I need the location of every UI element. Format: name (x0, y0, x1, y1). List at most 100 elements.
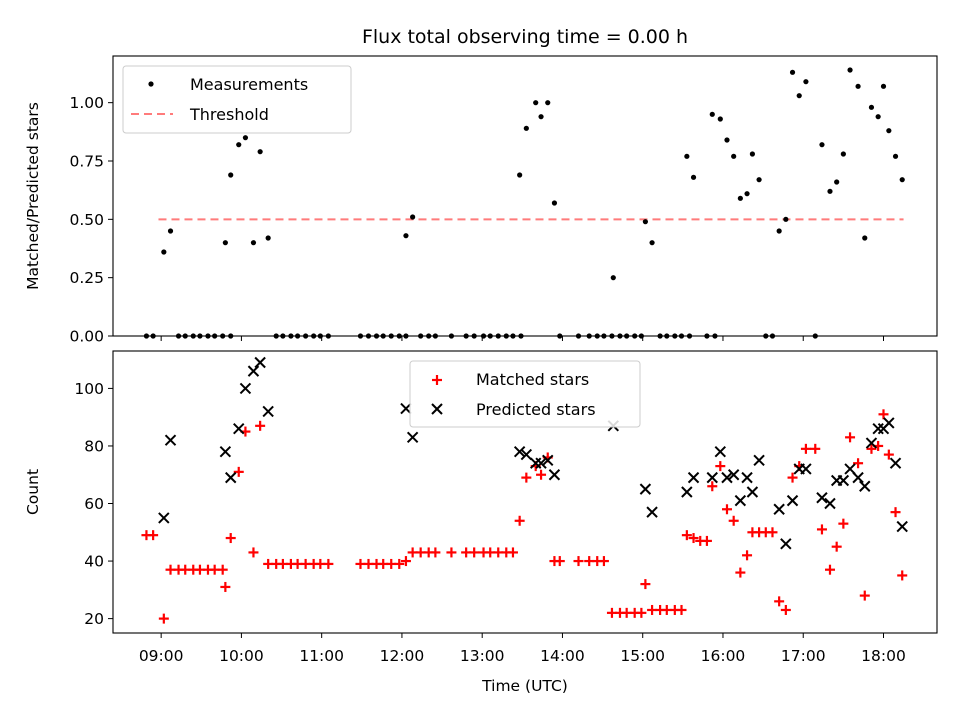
measurement-point (749, 151, 756, 157)
measurement-point (847, 67, 853, 73)
measurement-point (273, 333, 279, 339)
measurement-point (533, 100, 539, 106)
measurement-point (228, 172, 234, 178)
predicted-star-point (239, 382, 252, 395)
measurement-point (311, 333, 317, 339)
measurement-point (855, 83, 861, 89)
measurement-point (250, 240, 257, 246)
predicted-star-point (714, 446, 727, 458)
matched-star-point (715, 461, 726, 472)
measurement-point (796, 93, 802, 99)
predicted-star-point (859, 480, 871, 492)
measurement-point (448, 333, 455, 339)
measurement-point (763, 333, 769, 339)
measurement-point (737, 195, 743, 201)
measurement-point (380, 333, 386, 339)
predicted-star-point (233, 422, 245, 435)
measurement-point (150, 333, 156, 339)
measurement-point (167, 228, 174, 234)
predicted-star-point (837, 474, 850, 487)
measurement-point (143, 333, 150, 339)
predicted-star-point (852, 471, 864, 484)
predicted-star-point (535, 457, 547, 469)
measurement-point (601, 333, 607, 339)
matched-star-point (780, 604, 791, 615)
measurement-point (632, 333, 638, 339)
matched-star-point (158, 613, 169, 624)
ratio-ylabel: Matched/Predicted stars (24, 102, 42, 290)
matched-star-point (323, 558, 334, 569)
measurement-point (288, 333, 294, 339)
measurement-point (875, 114, 881, 120)
measurement-point (724, 137, 730, 143)
measurement-point (463, 333, 469, 339)
measurement-point (776, 228, 782, 234)
count-legend-box (409, 360, 641, 428)
legend-matched-marker (432, 375, 442, 385)
matched-star-point (248, 547, 259, 558)
measurement-point (220, 333, 226, 339)
measurement-point (303, 333, 309, 339)
measurement-point (257, 149, 263, 155)
time-xtick-label: 12:00 (380, 647, 425, 665)
measurement-point (756, 177, 762, 183)
matched-star-point (636, 607, 647, 618)
measurement-point (717, 116, 723, 122)
matched-star-point (430, 547, 441, 558)
predicted-star-point (542, 454, 554, 467)
measurement-point (175, 333, 182, 339)
matched-star-point (721, 504, 732, 515)
legend-measurements-marker (148, 81, 154, 87)
matched-star-point (816, 524, 827, 535)
measurement-point (325, 333, 331, 339)
time-xtick-label: 09:00 (139, 647, 184, 665)
measurement-point (205, 333, 211, 339)
measurement-point (557, 333, 563, 339)
measurement-point (294, 333, 301, 339)
matched-star-point (774, 596, 785, 607)
time-xlabel: Time (UTC) (481, 677, 568, 695)
ratio-ytick-label: 0.25 (69, 269, 104, 287)
predicted-star-point (219, 446, 232, 458)
matched-star-point (859, 590, 870, 601)
measurement-point (418, 333, 424, 339)
measurement-point (672, 333, 678, 339)
predicted-star-point (262, 405, 274, 418)
predicted-star-point (896, 520, 908, 533)
predicted-star-point (800, 463, 812, 475)
matched-star-point (394, 558, 405, 569)
measurement-point (388, 333, 394, 339)
predicted-star-point (721, 471, 733, 484)
measurement-point (657, 333, 663, 339)
matched-star-point (217, 564, 228, 575)
measurement-point (373, 333, 380, 339)
matched-star-point (767, 527, 778, 538)
measurement-point (517, 172, 523, 178)
measurement-point (236, 142, 242, 148)
count-panel-frame (112, 350, 938, 634)
chart-title: Flux total observing time = 0.00 h (362, 26, 688, 48)
measurement-point (280, 333, 286, 339)
predicted-star-point (883, 417, 895, 429)
measurement-point (510, 333, 516, 339)
measurement-point (594, 333, 600, 339)
matched-star-point (573, 556, 584, 567)
measurement-point (712, 333, 718, 339)
measurement-point (228, 333, 234, 339)
measurement-point (161, 249, 167, 255)
measurement-point (523, 125, 529, 131)
measurement-point (426, 333, 432, 339)
matched-star-point (446, 547, 457, 558)
count-ytick-label: 20 (84, 610, 104, 628)
predicted-star-point (164, 434, 177, 446)
measurement-point (899, 177, 905, 183)
time-xtick-label: 16:00 (701, 647, 746, 665)
measurement-point (190, 333, 196, 339)
predicted-star-point (687, 471, 700, 484)
ratio-ytick-label: 0.00 (69, 328, 104, 346)
measurement-point (704, 333, 710, 339)
measurement-point (403, 233, 409, 239)
predicted-star-point (225, 471, 237, 484)
predicted-star-point (786, 494, 799, 507)
measurement-point (686, 333, 693, 339)
